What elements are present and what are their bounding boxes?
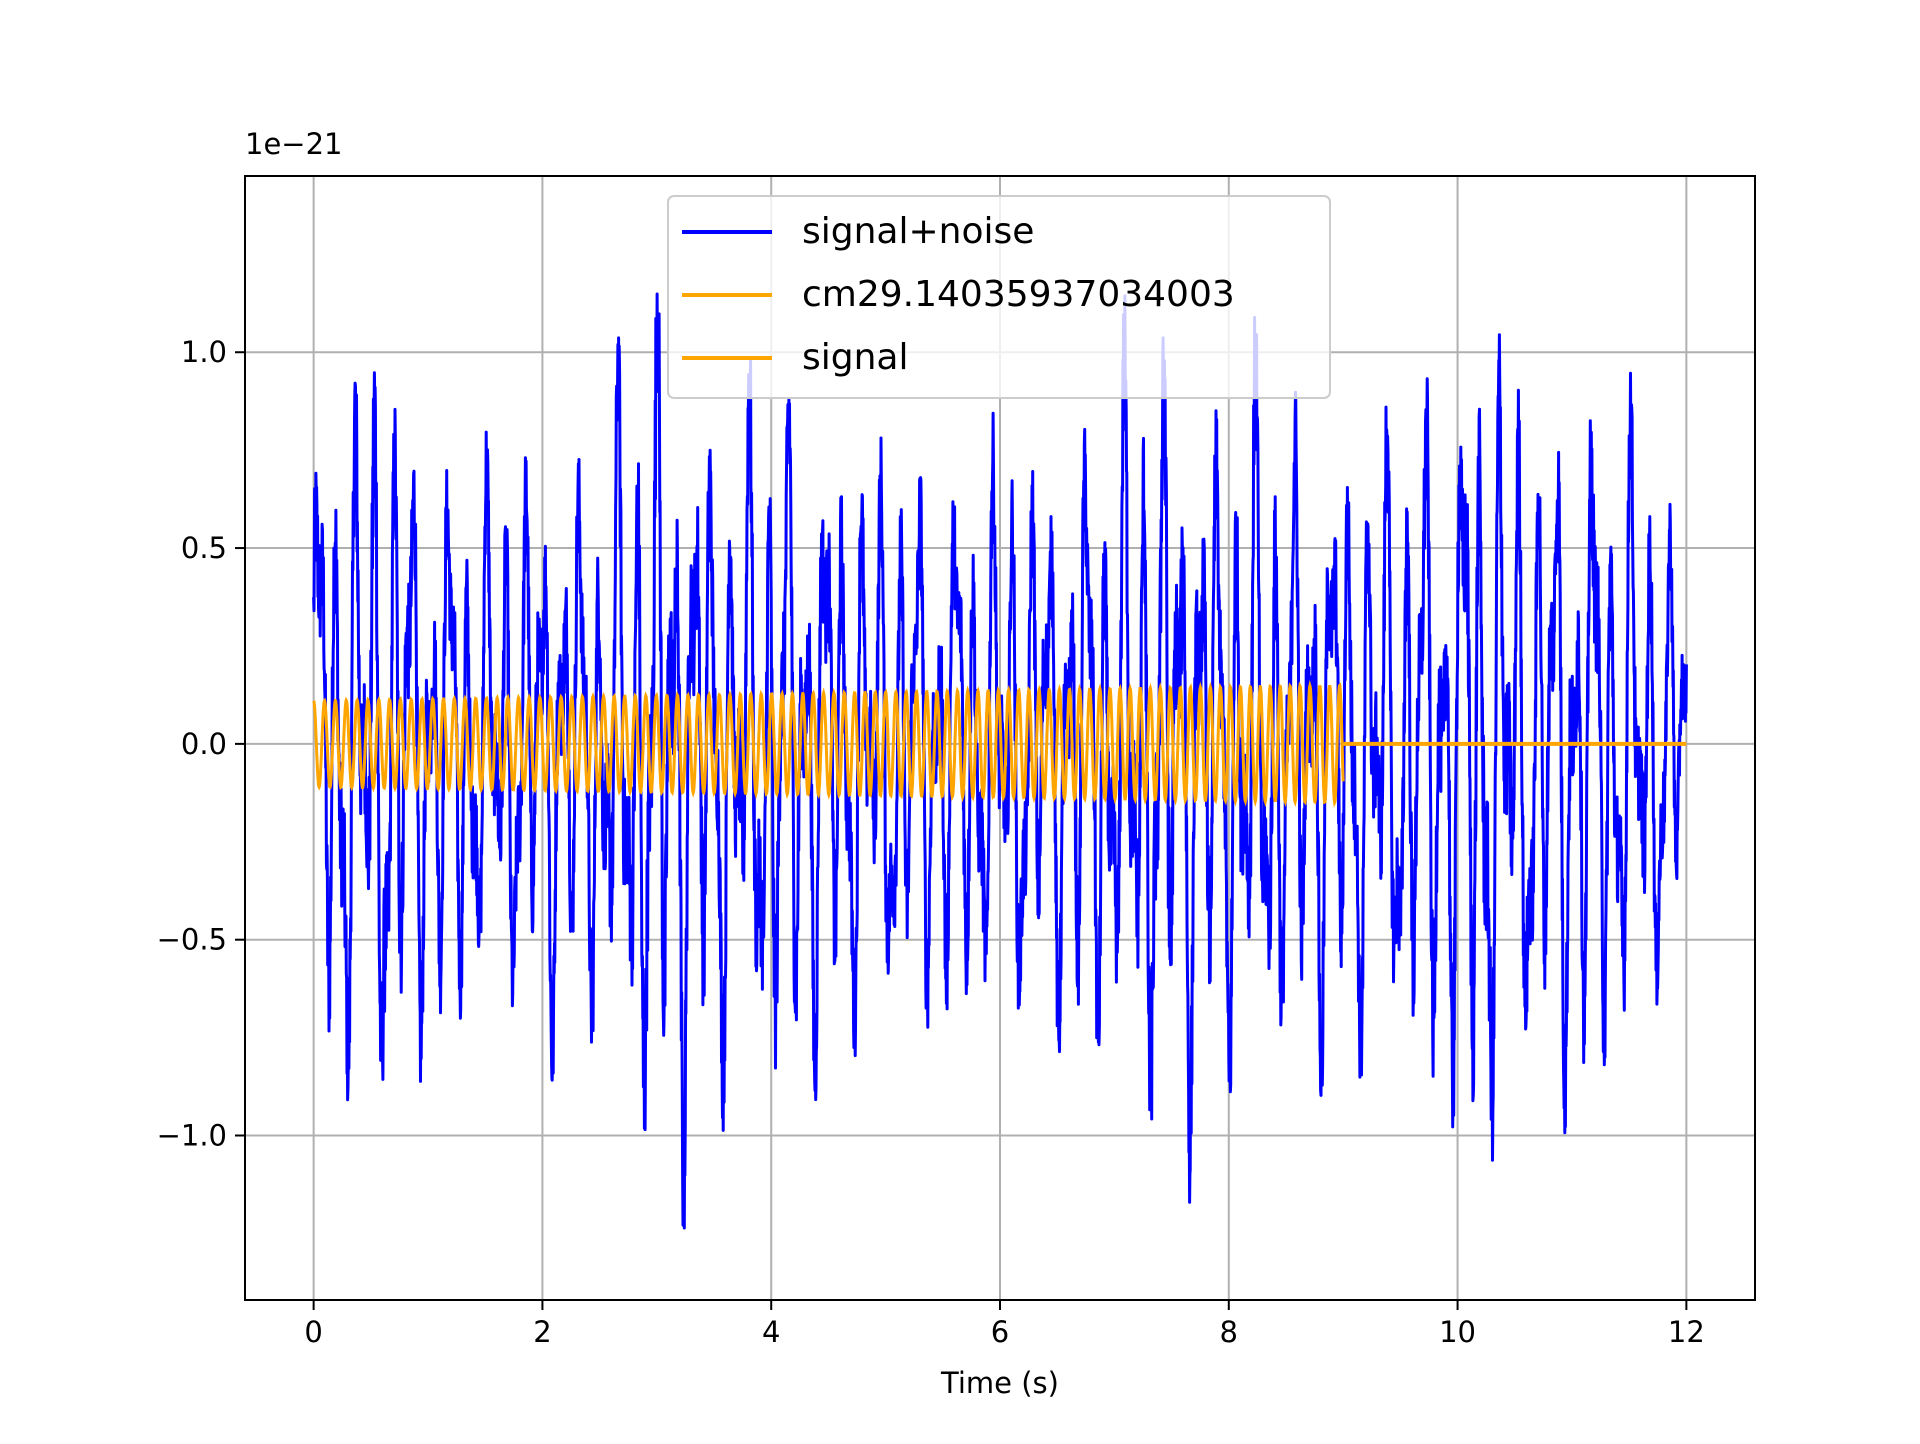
x-tick-label: 12 <box>1668 1315 1705 1349</box>
x-tick-label: 2 <box>533 1315 551 1349</box>
axis-ticks: 0 2 4 6 8 10 12 −1.0 −0.5 0.0 0.5 1.0 <box>157 335 1705 1349</box>
x-axis-label: Time (s) <box>940 1366 1059 1400</box>
legend-label: signal+noise <box>802 211 1034 252</box>
x-tick-label: 8 <box>1220 1315 1238 1349</box>
y-tick-label: −1.0 <box>157 1119 227 1153</box>
x-tick-label: 0 <box>304 1315 322 1349</box>
plot-lines <box>312 292 1688 1230</box>
x-tick-label: 10 <box>1439 1315 1476 1349</box>
legend: signal+noise cm29.14035937034003 signal <box>667 195 1331 399</box>
y-tick-label: 0.5 <box>181 531 227 565</box>
y-tick-label: 1.0 <box>181 335 227 369</box>
x-tick-label: 6 <box>991 1315 1009 1349</box>
offset-label: 1e−21 <box>245 127 343 161</box>
legend-label: cm29.14035937034003 <box>802 274 1235 315</box>
legend-box <box>667 195 1331 399</box>
x-tick-label: 4 <box>762 1315 780 1349</box>
y-tick-label: −0.5 <box>157 923 227 957</box>
legend-label: signal <box>802 337 909 378</box>
series-cm-line <box>312 679 1345 808</box>
y-tick-label: 0.0 <box>181 727 227 761</box>
